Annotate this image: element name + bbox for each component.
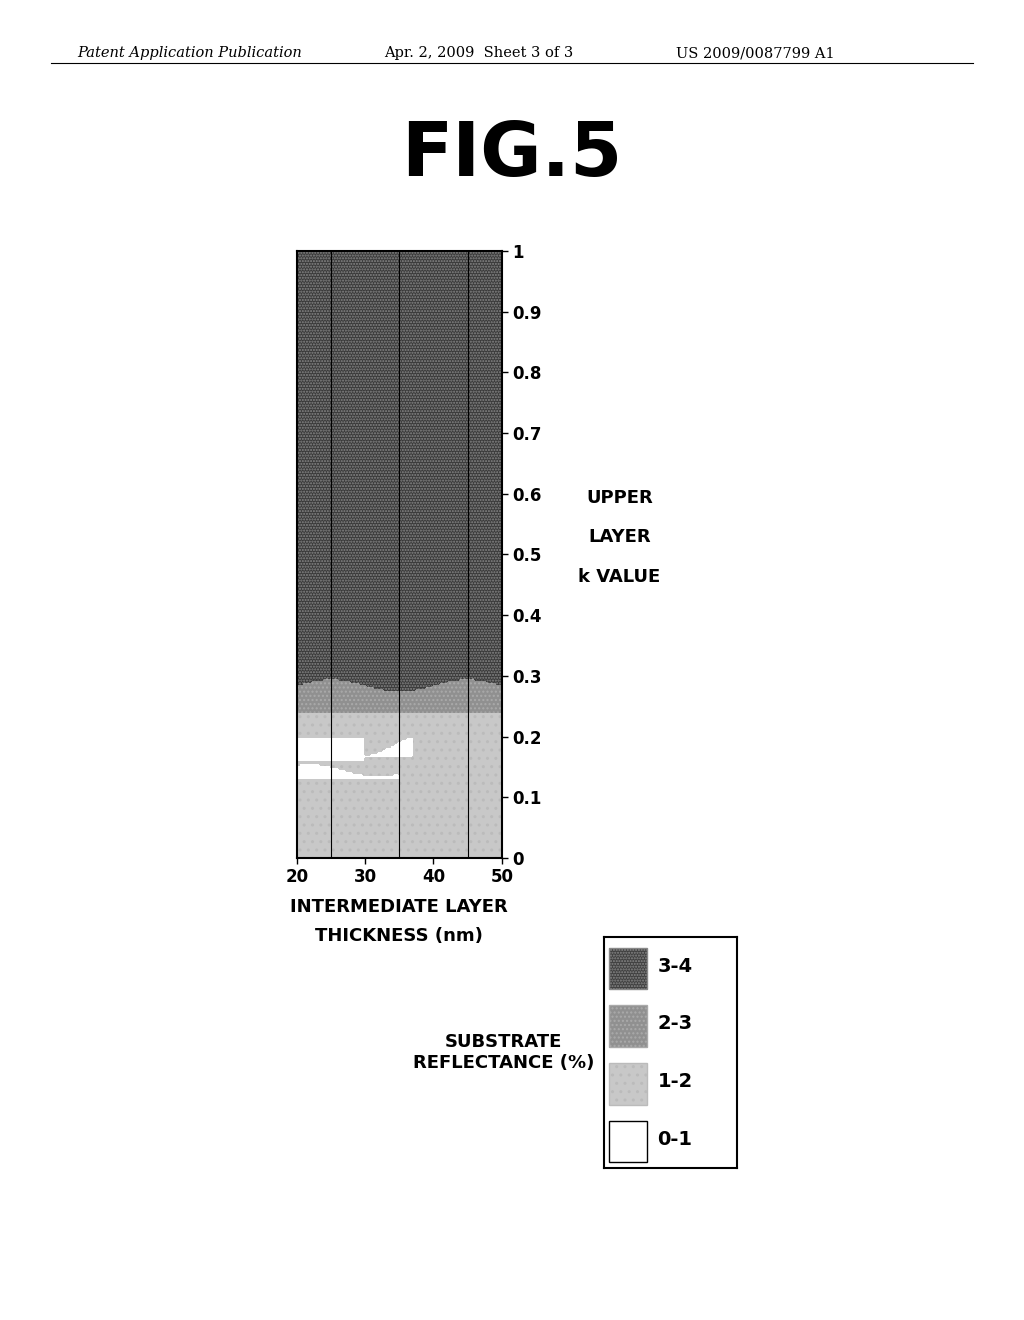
Text: FIG.5: FIG.5 — [401, 119, 623, 191]
Text: US 2009/0087799 A1: US 2009/0087799 A1 — [676, 46, 835, 61]
Text: 3-4: 3-4 — [657, 957, 692, 975]
Text: INTERMEDIATE LAYER: INTERMEDIATE LAYER — [291, 898, 508, 916]
Text: LAYER: LAYER — [588, 528, 651, 546]
Text: 2-3: 2-3 — [657, 1014, 692, 1034]
Text: 0-1: 0-1 — [657, 1130, 692, 1148]
Text: 1-2: 1-2 — [657, 1072, 692, 1092]
Bar — [609, 948, 647, 989]
Point — [153, 847, 169, 869]
Text: Patent Application Publication: Patent Application Publication — [77, 46, 301, 61]
Text: k VALUE: k VALUE — [579, 568, 660, 586]
Point — [153, 847, 169, 869]
Point — [153, 847, 169, 869]
Text: SUBSTRATE
REFLECTANCE (%): SUBSTRATE REFLECTANCE (%) — [413, 1034, 594, 1072]
Text: UPPER: UPPER — [586, 488, 653, 507]
Bar — [609, 1006, 647, 1047]
Bar — [609, 1121, 647, 1163]
Bar — [609, 1063, 647, 1105]
Text: Apr. 2, 2009  Sheet 3 of 3: Apr. 2, 2009 Sheet 3 of 3 — [384, 46, 573, 61]
Text: THICKNESS (nm): THICKNESS (nm) — [315, 927, 483, 945]
